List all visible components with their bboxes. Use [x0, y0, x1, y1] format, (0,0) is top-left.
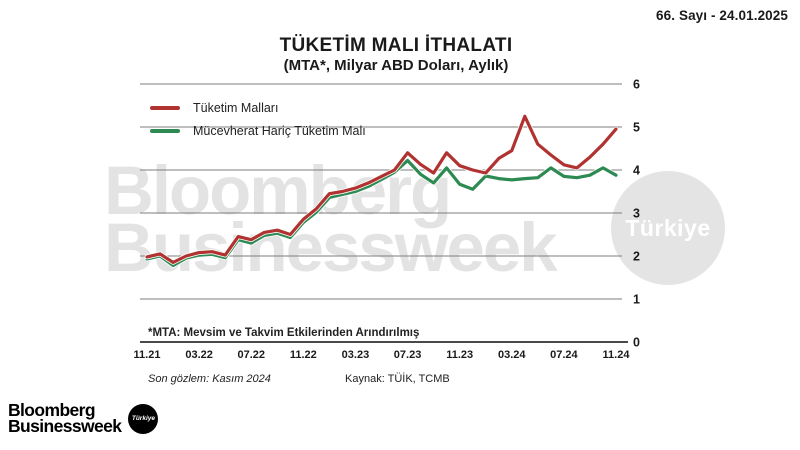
- y-tick-label: 5: [633, 121, 640, 135]
- logo-text: Bloomberg Businessweek: [8, 400, 122, 436]
- x-tick-label: 03.23: [342, 349, 370, 361]
- series-line-casing: [144, 113, 619, 265]
- footnote: *MTA: Mevsim ve Takvim Etkilerinden Arın…: [148, 327, 420, 339]
- watermark-line2: Businessweek: [104, 209, 558, 286]
- x-tick-label: 07.23: [394, 349, 422, 361]
- observation-note: Son gözlem: Kasım 2024: [148, 373, 271, 385]
- series-line: [145, 114, 618, 264]
- x-tick-label: 07.24: [550, 349, 578, 361]
- y-tick-label: 1: [633, 293, 640, 307]
- x-tick-label: 03.24: [498, 349, 526, 361]
- y-tick-label: 2: [633, 250, 640, 264]
- y-tick-label: 4: [633, 164, 640, 178]
- x-tick-label: 07.22: [237, 349, 265, 361]
- issue-date: 66. Sayı - 24.01.2025: [656, 8, 788, 23]
- watermark-circle-label: Türkiye: [625, 214, 711, 241]
- x-tick-label: 11.22: [290, 349, 317, 361]
- y-tick-label: 6: [633, 78, 640, 92]
- x-tick-label: 11.21: [134, 349, 161, 361]
- legend-item: Tüketim Malları: [150, 101, 366, 115]
- source-note: Kaynak: TÜİK, TCMB: [345, 373, 450, 385]
- legend-label: Tüketim Malları: [193, 101, 279, 115]
- chart-title: TÜKETİM MALI İTHALATI: [279, 35, 513, 56]
- legend-item: Mücevherat Hariç Tüketim Malı: [150, 124, 366, 138]
- legend-swatch: [150, 129, 180, 133]
- legend: Tüketim Malları Mücevherat Hariç Tüketim…: [150, 101, 366, 138]
- x-tick-label: 03.22: [185, 349, 213, 361]
- x-tick-label: 11.23: [446, 349, 473, 361]
- watermark-text: Bloomberg Businessweek: [104, 156, 558, 282]
- x-tick-label: 11.24: [603, 349, 631, 361]
- logo-line1: Bloomberg: [8, 400, 96, 420]
- publisher-logo: Bloomberg Businessweek Türkiye: [8, 400, 159, 436]
- chart-subtitle: (MTA*, Milyar ABD Doları, Aylık): [283, 57, 509, 74]
- watermark-circle: Türkiye: [611, 171, 725, 285]
- legend-label: Mücevherat Hariç Tüketim Malı: [193, 124, 366, 138]
- logo-badge: Türkiye: [128, 403, 159, 434]
- series-line: [145, 158, 618, 268]
- y-tick-label: 3: [633, 207, 640, 221]
- logo-badge-label: Türkiye: [131, 415, 155, 422]
- logo-line2: Businessweek: [8, 415, 122, 436]
- y-tick-label: 0: [633, 336, 640, 350]
- legend-swatch: [150, 106, 180, 110]
